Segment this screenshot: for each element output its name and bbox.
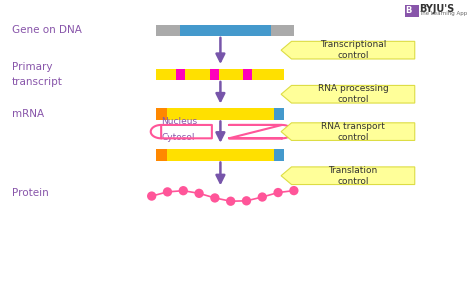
Text: Protein: Protein: [12, 188, 49, 198]
Text: B: B: [406, 6, 412, 16]
Point: [180, 188, 187, 193]
Polygon shape: [281, 167, 415, 185]
Bar: [156, 108, 167, 120]
Bar: [274, 149, 284, 161]
Text: RNA transport
control: RNA transport control: [321, 122, 385, 142]
Text: Primary: Primary: [12, 62, 52, 72]
Text: transcript: transcript: [12, 77, 63, 87]
Point: [227, 199, 235, 204]
Point: [195, 191, 203, 196]
Bar: [405, 5, 419, 17]
Text: Transcriptional
control: Transcriptional control: [320, 40, 386, 60]
Bar: [210, 69, 219, 80]
Bar: [271, 25, 294, 36]
Point: [290, 188, 298, 193]
Text: mRNA: mRNA: [12, 109, 44, 119]
Bar: [156, 25, 180, 36]
Text: RNA processing
control: RNA processing control: [318, 84, 389, 104]
Bar: [180, 25, 271, 36]
Bar: [175, 69, 184, 80]
Text: Translation
control: Translation control: [328, 166, 378, 186]
Bar: [167, 108, 274, 120]
Point: [243, 199, 250, 203]
Text: BYJU'S: BYJU'S: [419, 4, 455, 13]
Text: Cytosol: Cytosol: [161, 133, 195, 142]
Bar: [274, 108, 284, 120]
Point: [211, 195, 219, 200]
Text: Nucleus: Nucleus: [161, 117, 197, 126]
Text: Gene on DNA: Gene on DNA: [12, 26, 82, 35]
Point: [258, 195, 266, 199]
Polygon shape: [281, 85, 415, 103]
Polygon shape: [281, 123, 415, 140]
Bar: [156, 69, 284, 80]
Point: [164, 189, 171, 194]
Bar: [167, 149, 274, 161]
Bar: [244, 69, 252, 80]
Bar: [156, 149, 167, 161]
Point: [148, 194, 155, 199]
Point: [274, 190, 282, 195]
Text: The Learning App: The Learning App: [419, 11, 468, 16]
Polygon shape: [281, 41, 415, 59]
